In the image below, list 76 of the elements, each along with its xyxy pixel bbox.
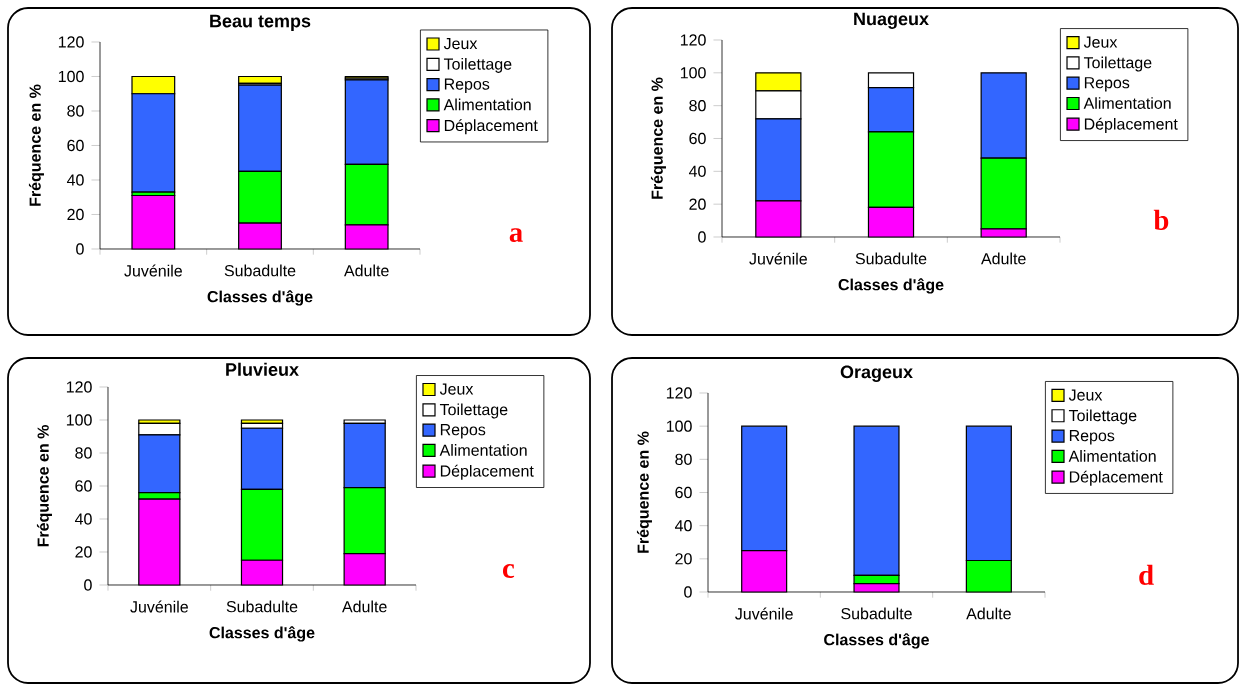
text: a: [509, 228, 523, 242]
x-axis-title: Classes d'âge: [824, 633, 929, 649]
chart-title: Nuageux: [854, 12, 929, 29]
legend-label: Jeux: [443, 37, 478, 50]
legend-label: Repos: [1084, 77, 1130, 92]
y-tick-label: 80: [75, 447, 92, 459]
y-tick-label: 100: [58, 70, 84, 83]
legend-label: Alimentation: [1068, 450, 1156, 462]
legend-label: Déplacement: [1084, 117, 1178, 133]
legend-label: Jeux: [1083, 36, 1118, 48]
legend-label: Alimentation: [439, 444, 527, 456]
y-tick-label: 20: [689, 198, 706, 210]
legend-label: Repos: [440, 424, 486, 439]
legend-label: Alimentation: [443, 98, 531, 111]
y-tick-label: 0: [76, 243, 84, 255]
y-tick-label: 80: [67, 105, 84, 117]
y-tick-label: 120: [58, 36, 84, 48]
x-axis-title: Classes d'âge: [838, 278, 944, 294]
x-tick-label: Adulte: [981, 252, 1026, 265]
x-axis-title: Classes d'âge: [209, 626, 315, 642]
legend-label: Toilettage: [439, 403, 508, 419]
text: d: [1139, 564, 1154, 585]
x-tick-label: Juvénile: [130, 600, 188, 613]
chart-title: Pluvieux: [226, 362, 299, 376]
text: c: [502, 564, 515, 578]
x-tick-label: Juvénile: [124, 264, 182, 277]
x-tick-label: Subadulte: [226, 600, 298, 613]
y-tick-label: 120: [666, 387, 692, 399]
legend-label: Alimentation: [1083, 97, 1171, 109]
y-tick-label: 20: [75, 546, 92, 558]
y-tick-label: 0: [684, 586, 692, 598]
y-axis-title: Fréquence en %: [28, 84, 44, 206]
y-axis-title: Fréquence en %: [636, 431, 652, 553]
legend-label: Repos: [1069, 430, 1115, 445]
y-tick-label: 40: [688, 165, 706, 177]
x-tick-label: Adulte: [344, 264, 389, 277]
legend-label: Toilettage: [443, 57, 512, 73]
y-tick-label: 100: [680, 67, 706, 79]
y-axis-title: Fréquence en %: [36, 425, 52, 547]
legend-label: Déplacement: [440, 464, 534, 480]
y-tick-label: 40: [66, 174, 84, 186]
y-tick-label: 120: [66, 381, 92, 393]
chart-title: Orageux: [840, 365, 913, 382]
x-tick-label: Juvénile: [749, 252, 807, 265]
y-tick-label: 20: [67, 208, 84, 221]
y-tick-label: 20: [675, 553, 692, 565]
y-tick-label: 0: [698, 231, 706, 243]
legend-label: Repos: [444, 78, 490, 93]
y-tick-label: 60: [67, 139, 84, 152]
y-tick-label: 40: [674, 520, 692, 532]
legend-label: Jeux: [439, 383, 474, 395]
y-tick-label: 100: [66, 414, 92, 426]
y-axis-title: Fréquence en %: [650, 77, 666, 199]
y-tick-label: 100: [666, 420, 692, 432]
x-tick-label: Adulte: [342, 600, 387, 613]
x-tick-label: Juvénile: [735, 607, 793, 620]
x-tick-label: Subadulte: [224, 264, 296, 277]
y-tick-label: 0: [84, 579, 92, 591]
legend-label: Déplacement: [444, 119, 538, 135]
y-tick-label: 60: [689, 132, 706, 145]
legend-label: Jeux: [1068, 389, 1103, 401]
text: b: [1153, 209, 1169, 230]
y-tick-label: 120: [680, 34, 706, 46]
x-axis-title: Classes d'âge: [207, 290, 313, 306]
y-tick-label: 80: [675, 453, 692, 465]
y-tick-label: 60: [75, 480, 92, 492]
y-tick-label: 60: [675, 486, 692, 499]
chart-title: Beau temps: [210, 14, 311, 31]
legend-label: Toilettage: [1068, 409, 1137, 425]
y-tick-label: 80: [689, 100, 706, 112]
x-tick-label: Subadulte: [855, 252, 927, 265]
legend-label: Toilettage: [1083, 56, 1152, 72]
x-tick-label: Adulte: [966, 607, 1011, 620]
legend-label: Déplacement: [1069, 470, 1163, 486]
x-tick-label: Subadulte: [841, 607, 912, 620]
y-tick-label: 40: [74, 513, 92, 525]
